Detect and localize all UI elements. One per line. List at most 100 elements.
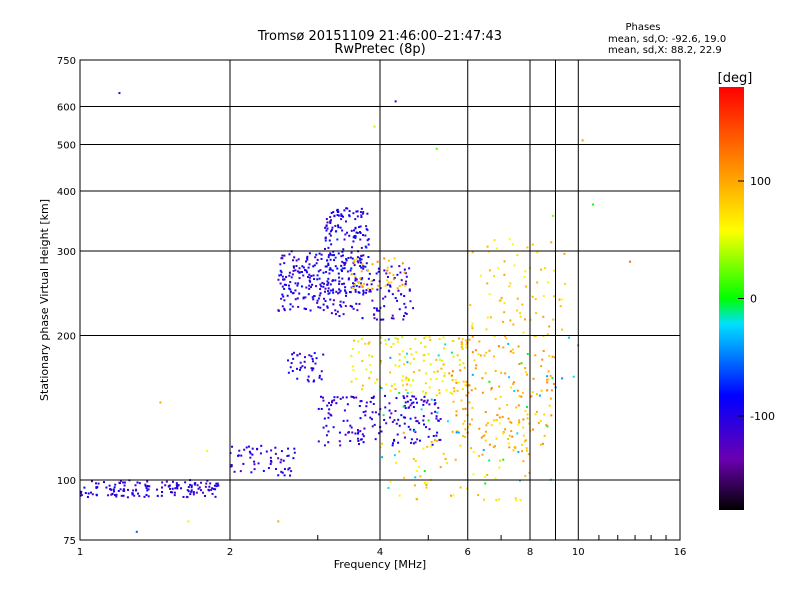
data-point — [341, 277, 344, 280]
data-point — [526, 449, 529, 452]
data-point — [210, 488, 213, 491]
data-point — [382, 414, 385, 417]
data-point — [277, 520, 280, 523]
data-point — [414, 459, 417, 462]
data-point — [310, 286, 313, 289]
data-point — [348, 431, 351, 434]
data-point — [160, 494, 163, 497]
data-point — [459, 486, 462, 489]
data-point — [364, 234, 367, 237]
data-point — [298, 267, 301, 270]
data-point — [360, 282, 363, 285]
data-point — [519, 312, 522, 315]
data-point — [260, 444, 263, 447]
data-point — [307, 380, 310, 383]
data-point — [389, 371, 392, 374]
data-point — [502, 346, 505, 349]
data-point — [173, 491, 176, 494]
data-point — [398, 359, 401, 362]
data-point — [358, 291, 361, 294]
data-point — [465, 394, 468, 397]
data-point — [360, 266, 363, 269]
data-point — [357, 439, 360, 442]
data-point — [393, 383, 396, 386]
data-point — [410, 402, 413, 405]
data-point — [329, 230, 332, 233]
data-point — [308, 284, 311, 287]
data-point — [332, 211, 335, 214]
data-point — [126, 496, 129, 499]
data-point — [413, 395, 416, 398]
data-point — [311, 296, 314, 299]
data-point — [458, 358, 461, 361]
data-point — [353, 259, 356, 262]
data-point — [481, 391, 484, 394]
data-point — [438, 337, 441, 340]
data-point — [198, 486, 201, 489]
data-point — [524, 474, 527, 477]
data-point — [532, 377, 535, 380]
data-point — [503, 311, 506, 314]
data-point — [403, 397, 406, 400]
data-point — [340, 213, 343, 216]
data-point — [357, 261, 360, 264]
data-point — [270, 449, 273, 452]
data-point — [375, 318, 378, 321]
data-point — [428, 403, 431, 406]
data-point — [289, 474, 292, 477]
data-point — [504, 372, 507, 375]
data-point — [393, 454, 396, 457]
data-point — [471, 327, 474, 330]
data-point — [278, 274, 281, 277]
data-point — [442, 336, 445, 339]
data-point — [327, 292, 330, 295]
data-point — [338, 315, 341, 318]
data-point — [414, 397, 417, 400]
data-point — [462, 422, 465, 425]
data-point — [461, 343, 464, 346]
data-point — [403, 302, 406, 305]
data-point — [391, 293, 394, 296]
data-point — [414, 416, 417, 419]
data-point — [361, 433, 364, 436]
data-point — [206, 449, 209, 452]
data-point — [354, 277, 357, 280]
data-point — [356, 210, 359, 213]
y-tick-label: 750 — [57, 56, 76, 67]
data-point — [539, 419, 542, 422]
data-point — [300, 285, 303, 288]
data-point — [122, 488, 125, 491]
data-point — [173, 494, 176, 497]
colorbar-tick-label: 100 — [750, 175, 771, 188]
data-point — [320, 253, 323, 256]
data-point — [520, 443, 523, 446]
data-point — [435, 394, 438, 397]
data-point — [367, 243, 370, 246]
data-point — [340, 264, 343, 267]
data-point — [323, 444, 326, 447]
data-point — [525, 285, 528, 288]
data-point — [418, 369, 421, 372]
data-point — [388, 409, 391, 412]
data-point — [420, 398, 423, 401]
data-point — [97, 482, 100, 485]
data-point — [394, 337, 397, 340]
data-point — [406, 383, 409, 386]
data-point — [431, 443, 434, 446]
grid-lines — [80, 60, 680, 540]
data-point — [148, 485, 151, 488]
data-point — [359, 238, 362, 241]
data-point — [414, 430, 417, 433]
data-point — [376, 288, 379, 291]
data-point — [409, 362, 412, 365]
data-point — [353, 229, 356, 232]
data-point — [328, 239, 331, 242]
data-point — [108, 484, 111, 487]
data-point — [386, 283, 389, 286]
data-point — [87, 492, 90, 495]
data-point — [333, 396, 336, 399]
data-point — [352, 395, 355, 398]
data-point — [288, 287, 291, 290]
data-point — [267, 467, 270, 470]
